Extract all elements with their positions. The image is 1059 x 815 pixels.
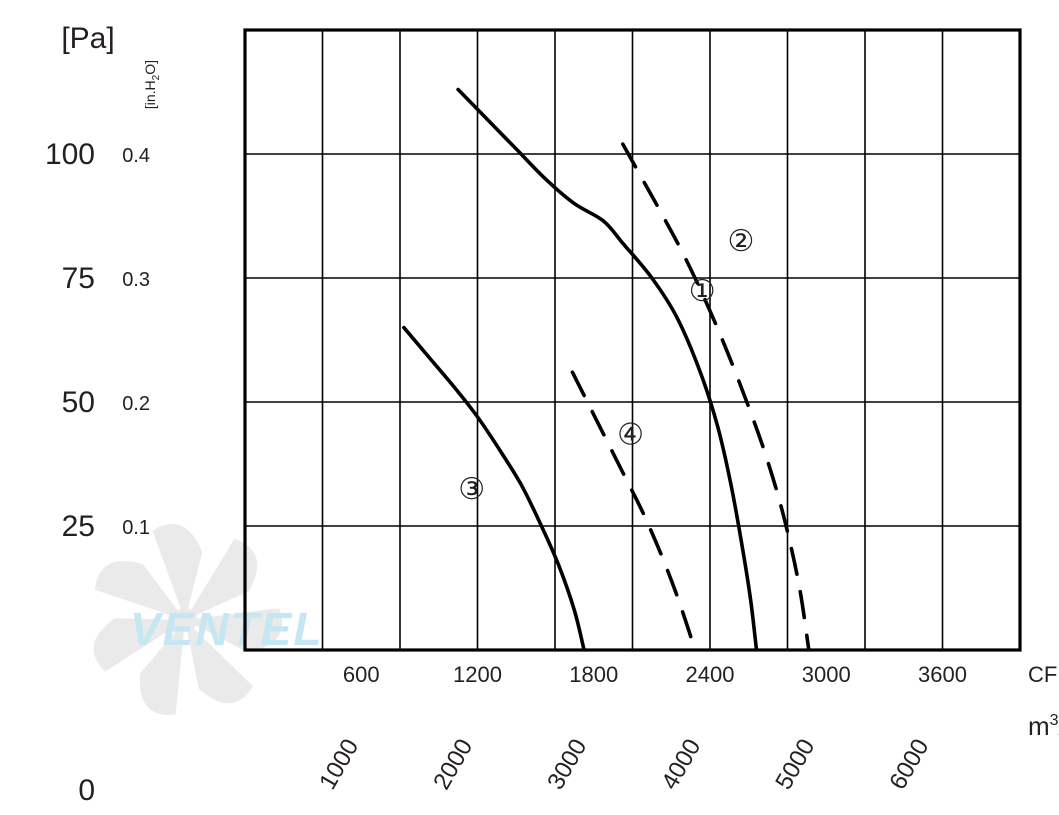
y-pa-label: [Pa] xyxy=(61,22,114,55)
curve-1 xyxy=(458,90,756,650)
curve-3-label: ③ xyxy=(458,473,485,506)
y-inh2o-tick: 0.3 xyxy=(122,269,150,291)
y-pa-tick: 0 xyxy=(78,774,95,807)
y-pa-tick: 25 xyxy=(62,510,95,543)
x-cfm-tick: 600 xyxy=(343,662,380,687)
y-inh2o-tick: 0.2 xyxy=(122,393,150,415)
curve-3 xyxy=(404,328,584,650)
y-inh2o-tick: 0.1 xyxy=(122,517,150,539)
x-cfm-label: CFM xyxy=(1028,662,1059,687)
svg-text:3000: 3000 xyxy=(542,735,592,795)
svg-text:5000: 5000 xyxy=(770,735,820,795)
y-inh2o-tick: 0.4 xyxy=(122,145,150,167)
watermark-text: VENTEL xyxy=(130,603,323,655)
curves xyxy=(404,90,809,650)
svg-text:[in.H2O]: [in.H2O] xyxy=(142,60,162,109)
x-m3h-tick: 3000 xyxy=(542,735,592,795)
x-cfm-tick: 3000 xyxy=(802,662,851,687)
x-m3h-tick: 4000 xyxy=(656,735,706,795)
chart-svg: VENTEL ①② ③ ④ 0 25 50 75 100 [Pa] 0.1 0.2 0.3 0.4 [in.… xyxy=(0,0,1059,815)
curve-2 xyxy=(623,144,809,650)
x-m3h-label: m3/h xyxy=(1028,711,1059,741)
y-pa-tick: 75 xyxy=(62,262,95,295)
x-m3h-tick: 2000 xyxy=(428,735,478,795)
grid xyxy=(245,30,1020,650)
curve-4-label: ④ xyxy=(617,419,644,452)
x-m3h-tick: 1000 xyxy=(314,735,364,795)
curve-4 xyxy=(572,372,694,650)
svg-text:6000: 6000 xyxy=(884,735,934,795)
x-m3h-tick: 6000 xyxy=(884,735,934,795)
svg-text:4000: 4000 xyxy=(656,735,706,795)
x-cfm-tick: 2400 xyxy=(686,662,735,687)
x-m3h-tick: 5000 xyxy=(770,735,820,795)
x-cfm-tick: 3600 xyxy=(918,662,967,687)
y-pa-tick: 100 xyxy=(45,138,95,171)
y-inh2o-label: [in.H2O] xyxy=(142,60,162,109)
svg-text:2000: 2000 xyxy=(428,735,478,795)
y-pa-tick: 50 xyxy=(62,386,95,419)
watermark: VENTEL xyxy=(94,524,324,715)
fan-performance-chart: VENTEL ①② ③ ④ 0 25 50 75 100 [Pa] 0.1 0.2 0.3 0.4 [in.… xyxy=(0,0,1059,815)
svg-text:1000: 1000 xyxy=(314,735,364,795)
x-cfm-tick: 1800 xyxy=(569,662,618,687)
x-cfm-tick: 1200 xyxy=(453,662,502,687)
curve-2-label: ② xyxy=(728,225,755,258)
curve-1-label: ① xyxy=(689,275,716,308)
